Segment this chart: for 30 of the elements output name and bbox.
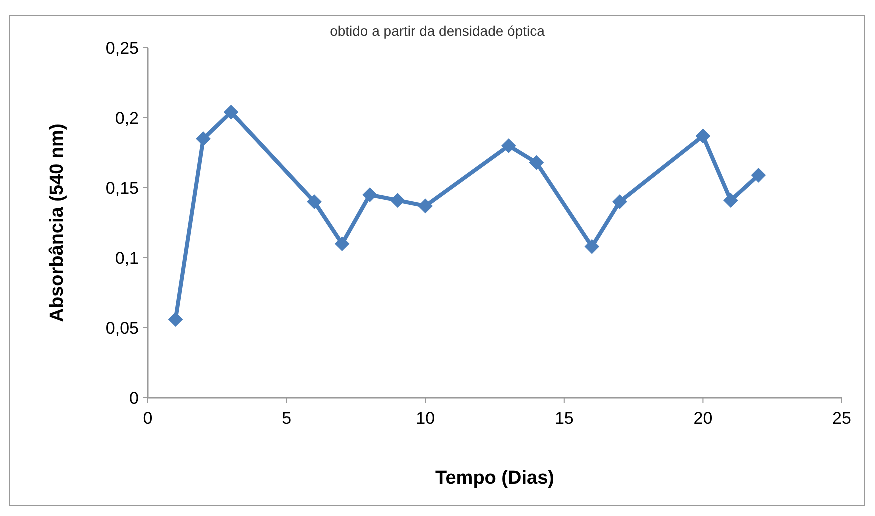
y-axis-title: Absorbância (540 nm) xyxy=(47,124,68,322)
point xyxy=(224,104,239,120)
x-tick-label: 5 xyxy=(282,409,292,428)
point xyxy=(529,155,544,170)
x-tick-label: 0 xyxy=(143,409,153,428)
y-tick-label: 0,15 xyxy=(106,178,139,198)
y-tick-label: 0,1 xyxy=(115,248,139,268)
y-tick-label: 0,25 xyxy=(106,38,139,58)
x-tick-label: 25 xyxy=(832,409,852,428)
point xyxy=(724,193,738,208)
point xyxy=(334,236,350,252)
point xyxy=(696,128,711,144)
point xyxy=(362,188,378,202)
point xyxy=(168,312,184,328)
y-tick-label: 0 xyxy=(130,388,139,408)
x-axis-title: Tempo (Dias) xyxy=(436,468,554,489)
point xyxy=(196,132,211,146)
point xyxy=(751,168,766,183)
y-tick-label: 0,2 xyxy=(115,108,139,128)
point xyxy=(307,194,322,210)
point xyxy=(390,193,406,208)
x-tick-label: 15 xyxy=(554,409,574,428)
x-tick-label: 10 xyxy=(416,409,436,428)
chart-title: obtido a partir da densidade óptica xyxy=(330,23,546,39)
point xyxy=(501,138,516,154)
point xyxy=(584,239,600,254)
point xyxy=(612,194,628,210)
point xyxy=(418,198,434,214)
x-tick-label: 20 xyxy=(694,409,713,428)
y-tick-label: 0,05 xyxy=(106,318,139,338)
